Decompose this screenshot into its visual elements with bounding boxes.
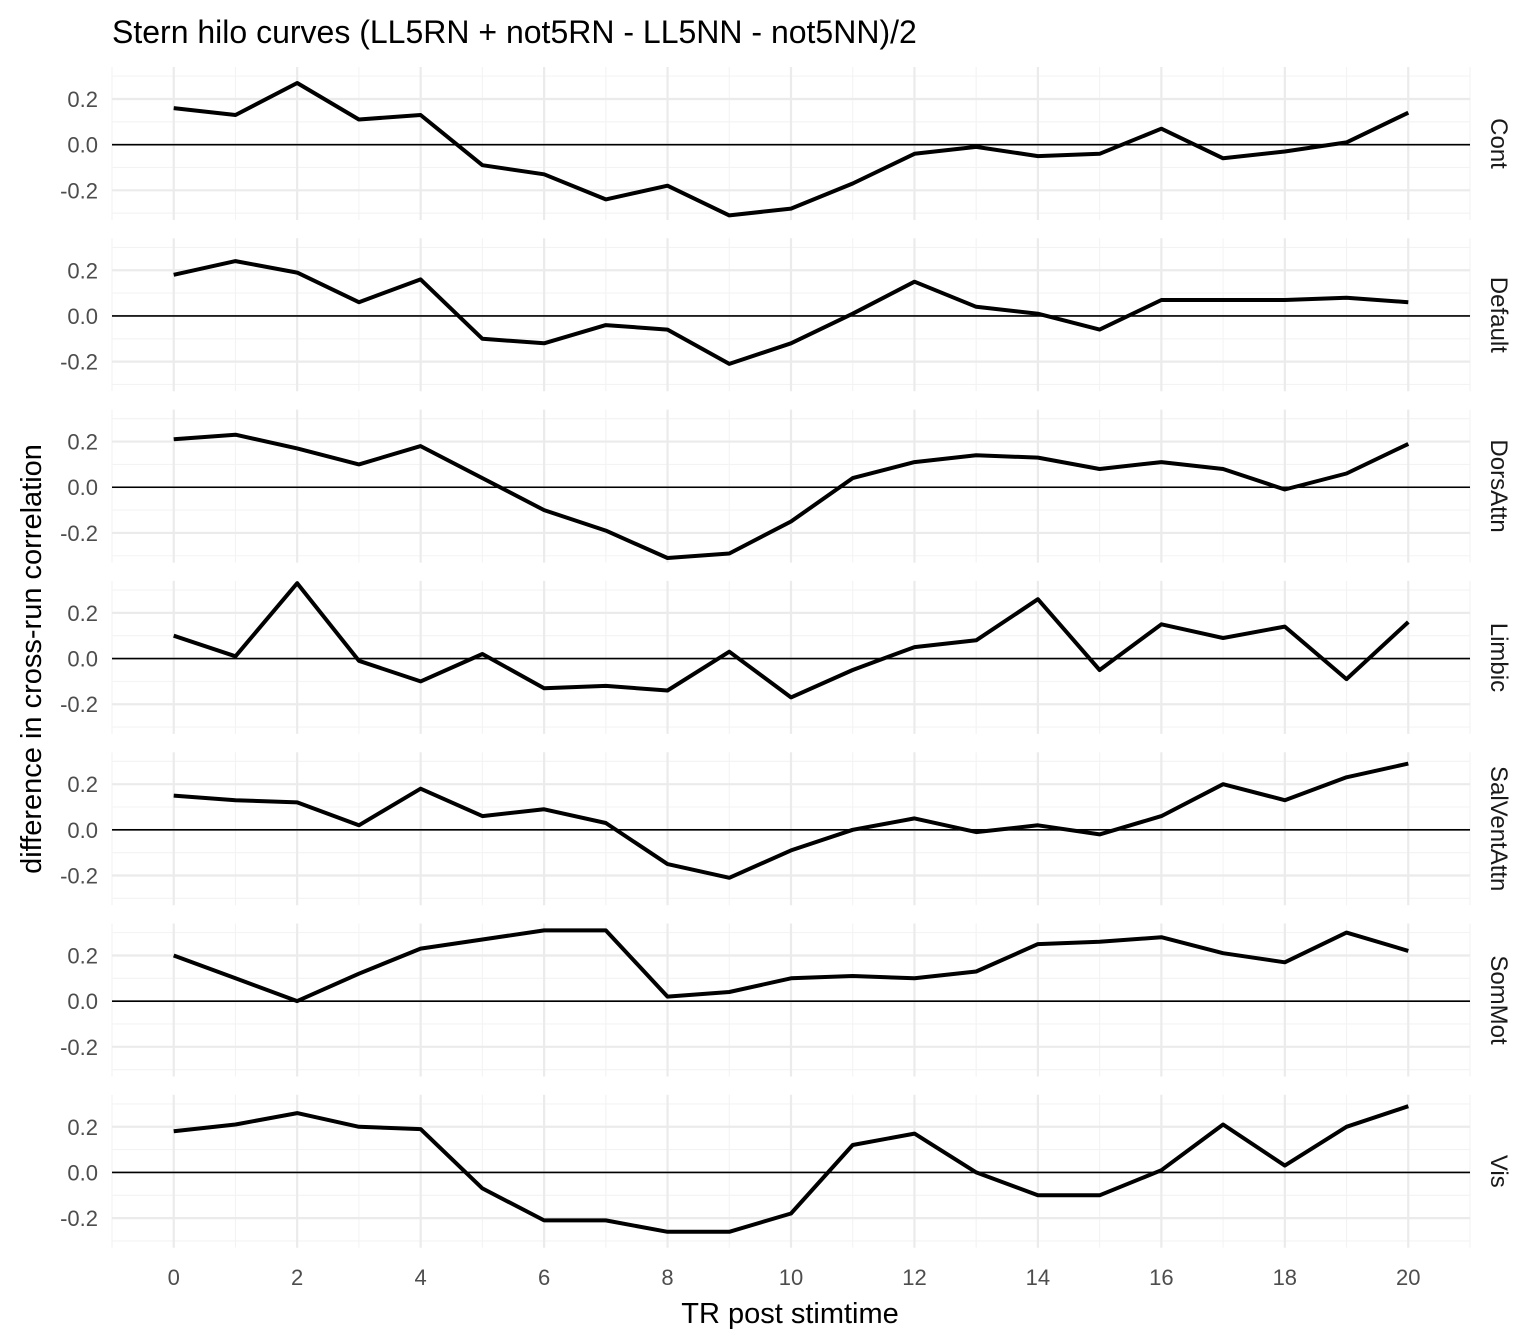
facet-panel-sommot: -0.2 0.0 0.2 SomMot	[60, 923, 1512, 1077]
facet-strip-label: Limbic	[1485, 623, 1512, 692]
x-tick-label: 18	[1273, 1265, 1297, 1290]
facet-panel-vis: -0.2 0.0 0.2 Vis	[60, 1094, 1512, 1248]
y-tick-label: -0.2	[60, 1206, 98, 1231]
x-tick-label: 16	[1149, 1265, 1173, 1290]
y-tick-label: -0.2	[60, 1035, 98, 1060]
series-line-limbic	[173, 581, 1410, 700]
y-tick-label: 0.2	[67, 430, 98, 455]
facet-strip-label: SomMot	[1485, 955, 1512, 1045]
series-line-vis	[173, 1104, 1409, 1234]
x-tick-label: 20	[1396, 1265, 1420, 1290]
chart-title: Stern hilo curves (LL5RN + not5RN - LL5N…	[112, 14, 917, 50]
y-tick-label: 0.0	[67, 475, 98, 500]
facet-panel-dorsattn: -0.2 0.0 0.2 DorsAttn	[60, 409, 1512, 563]
y-tick-label: 0.2	[67, 87, 98, 112]
y-tick-label: 0.0	[67, 133, 98, 158]
facet-strip-label: Default	[1485, 277, 1512, 353]
facet-strip-label: SalVentAttn	[1485, 766, 1512, 891]
y-tick-label: -0.2	[60, 521, 98, 546]
facet-panel-cont: -0.2 0.0 0.2 Cont	[60, 67, 1512, 220]
series-line-salventattn	[173, 761, 1409, 880]
y-tick-label: 0.0	[67, 1160, 98, 1185]
facet-strip-label: Vis	[1485, 1155, 1512, 1188]
x-tick-label: 10	[779, 1265, 803, 1290]
facet-panel-default: -0.2 0.0 0.2 Default	[60, 238, 1512, 392]
y-tick-label: 0.2	[67, 258, 98, 283]
x-tick-label: 4	[415, 1265, 427, 1290]
series-line-default	[173, 259, 1409, 366]
series-line-cont	[173, 81, 1410, 218]
y-tick-label: 0.0	[67, 989, 98, 1014]
y-tick-label: 0.0	[67, 647, 98, 672]
x-axis: 0 2 4 6 8 10 12 14 16 18 20	[168, 1265, 1421, 1290]
y-tick-label: 0.2	[67, 601, 98, 626]
x-tick-label: 0	[168, 1265, 180, 1290]
x-tick-label: 8	[661, 1265, 673, 1290]
facet-panel-salventattn: -0.2 0.0 0.2 SalVentAttn	[60, 752, 1512, 906]
series-line-dorsattn	[173, 432, 1410, 560]
series-line-sommot	[173, 928, 1409, 1004]
y-tick-label: 0.0	[67, 818, 98, 843]
y-tick-label: 0.2	[67, 1115, 98, 1140]
y-tick-label: -0.2	[60, 350, 98, 375]
y-tick-label: -0.2	[60, 864, 98, 889]
facet-panels: -0.2 0.0 0.2 Cont -0.2 0.0 0.2 Default -0.2 0.0 0.…	[60, 67, 1512, 1248]
facet-strip-label: DorsAttn	[1485, 439, 1512, 532]
x-tick-label: 2	[291, 1265, 303, 1290]
y-tick-label: 0.0	[67, 304, 98, 329]
x-tick-label: 14	[1026, 1265, 1050, 1290]
y-tick-label: 0.2	[67, 943, 98, 968]
x-axis-title: TR post stimtime	[681, 1298, 899, 1330]
facet-panel-limbic: -0.2 0.0 0.2 Limbic	[60, 580, 1512, 734]
x-tick-label: 12	[902, 1265, 926, 1290]
y-axis-title: difference in cross-run correlation	[16, 444, 48, 874]
facet-strip-label: Cont	[1485, 118, 1512, 169]
x-tick-label: 6	[538, 1265, 550, 1290]
y-tick-label: 0.2	[67, 772, 98, 797]
y-tick-label: -0.2	[60, 178, 98, 203]
y-tick-label: -0.2	[60, 692, 98, 717]
